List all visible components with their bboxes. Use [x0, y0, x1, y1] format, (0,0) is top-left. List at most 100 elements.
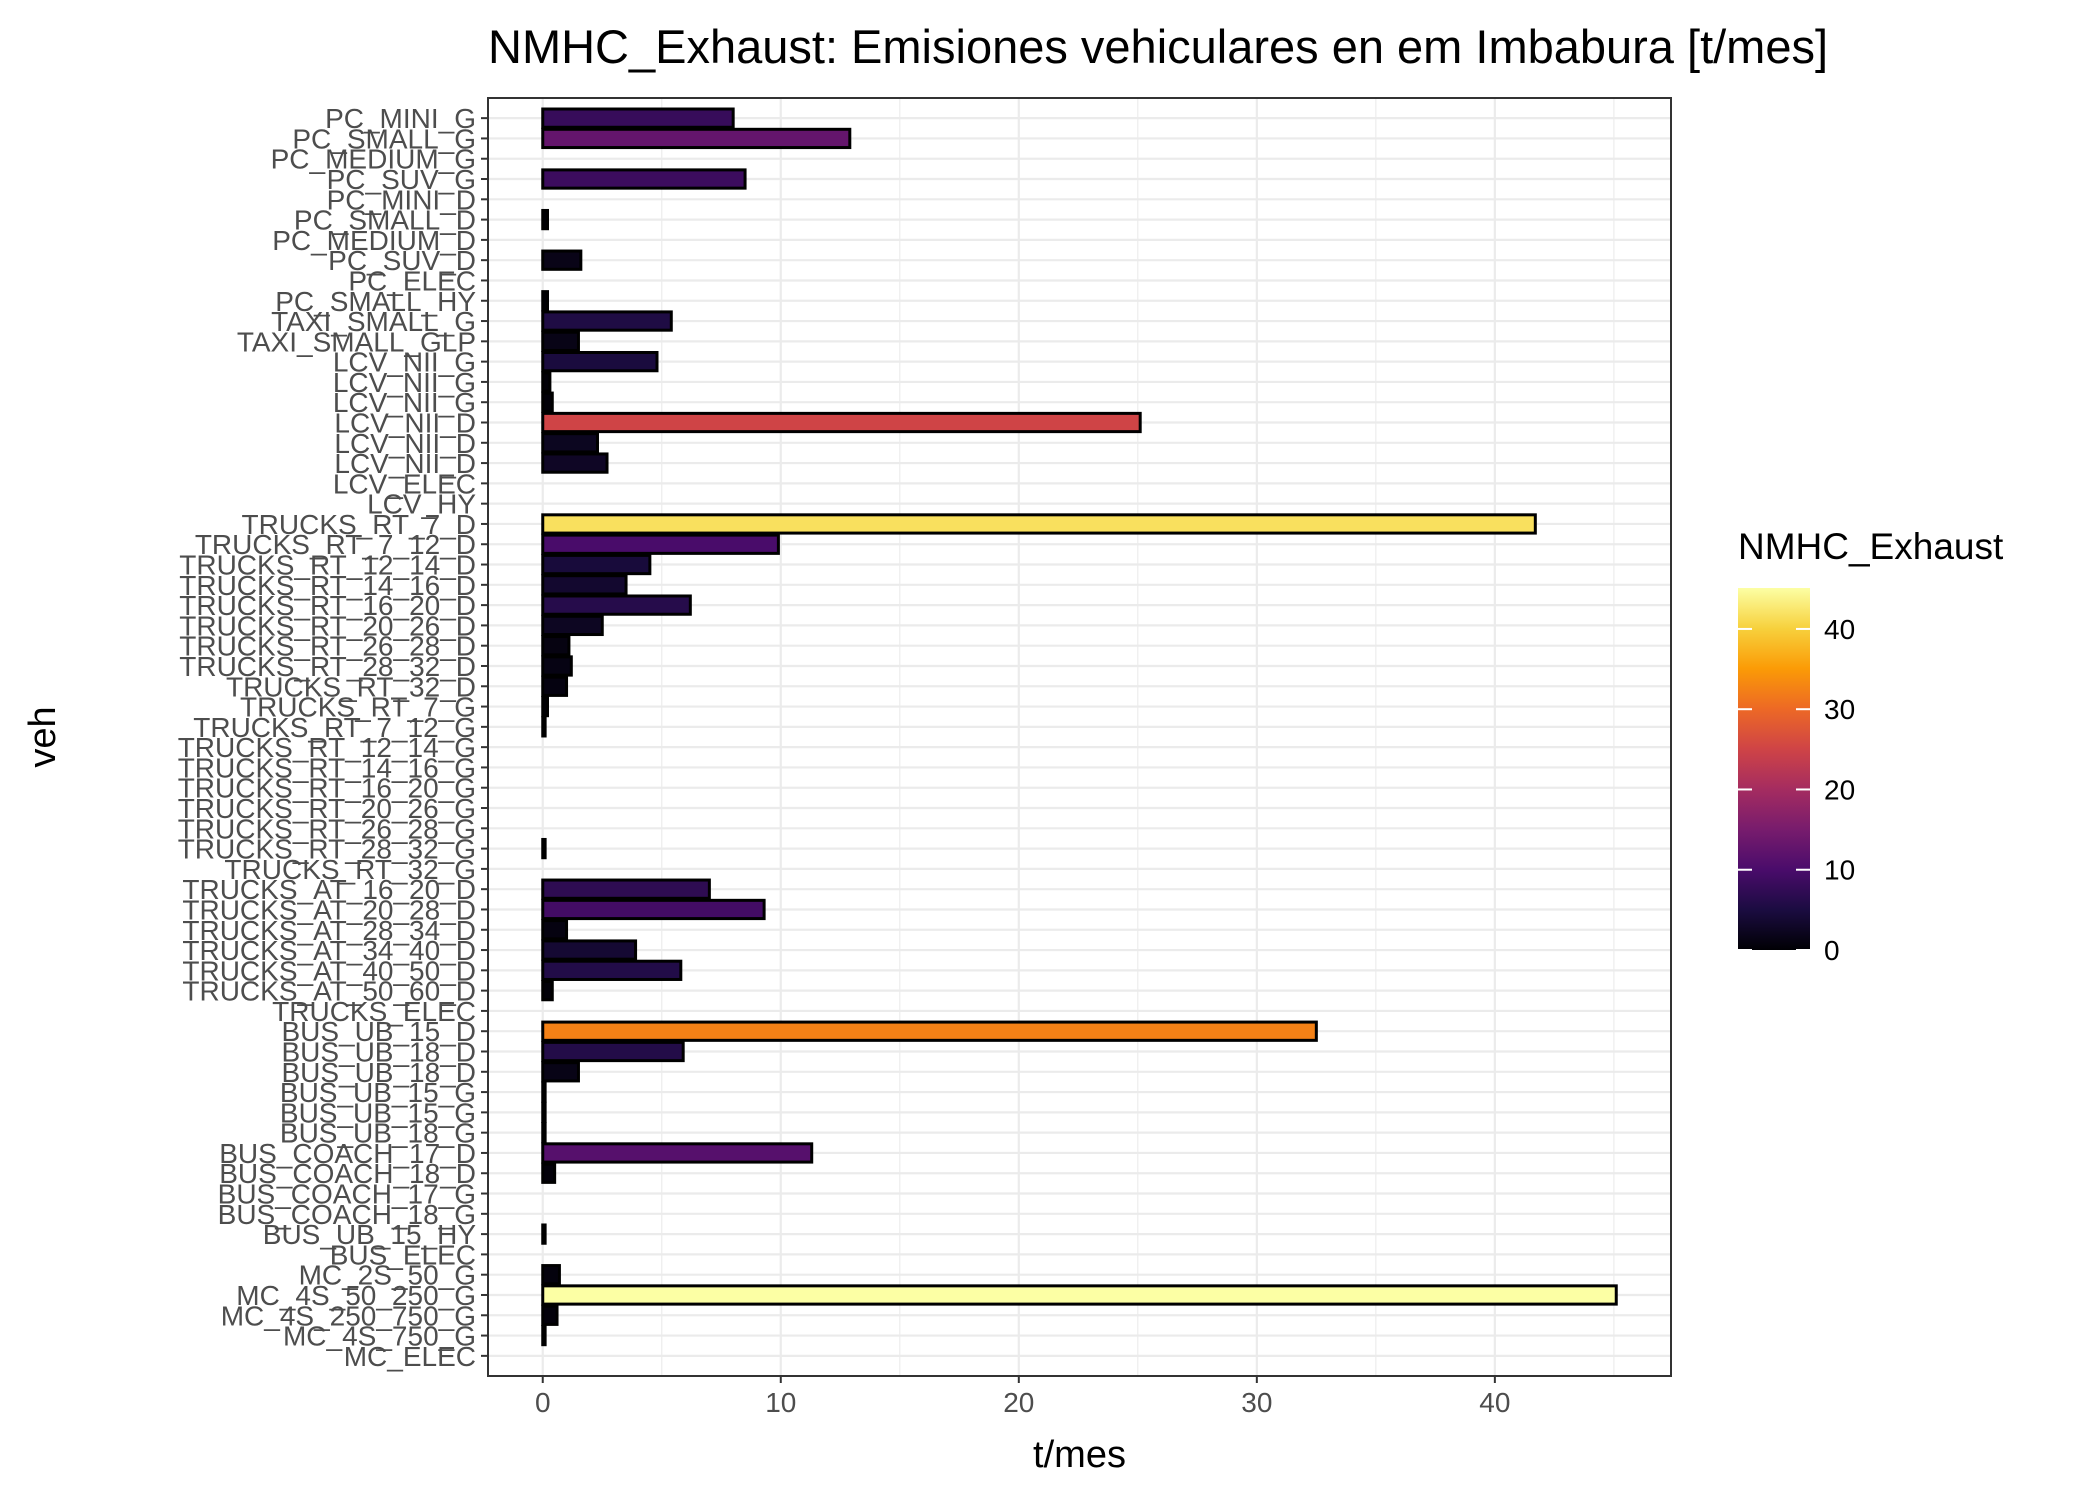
y-tick-label: TRUCKS_RT_20_26_G — [178, 793, 476, 824]
legend-tick-label: 20 — [1824, 774, 1855, 805]
y-tick-label: TRUCKS_RT_12_14_G — [178, 732, 476, 763]
x-axis-title: t/mes — [1033, 1434, 1126, 1476]
y-tick-label: MC_ELEC — [344, 1341, 476, 1372]
legend-tick-label: 40 — [1824, 614, 1855, 645]
y-tick-label: BUS_ELEC — [330, 1239, 476, 1270]
bar — [541, 1020, 1318, 1042]
bar — [541, 614, 604, 637]
bar — [541, 1223, 547, 1245]
plot-panel — [488, 98, 1671, 1376]
y-tick-label: BUS_UB_18_D — [281, 1057, 476, 1088]
bar — [541, 350, 659, 373]
bar — [541, 919, 569, 941]
y-tick-label: TAXI_SMALL_GLP — [237, 326, 476, 357]
bar — [541, 553, 652, 576]
bar — [541, 371, 552, 393]
bar — [541, 1264, 561, 1286]
bar — [541, 290, 550, 312]
bar — [541, 574, 628, 596]
bar — [541, 391, 554, 413]
bar — [541, 837, 547, 860]
y-tick-label: PC_SMALL_G — [292, 123, 476, 154]
y-tick-label: MC_4S_250_750_G — [221, 1300, 476, 1331]
y-tick-label: TRUCKS_RT_14_16_G — [178, 752, 476, 783]
bar — [541, 898, 766, 921]
y-tick-label: PC_SMALL_HY — [275, 286, 476, 317]
bar — [541, 675, 569, 697]
y-tick-label: LCV_NII_D — [334, 448, 476, 479]
x-tick-label: 10 — [765, 1387, 796, 1418]
plot-border — [487, 97, 1672, 1377]
bar — [541, 513, 1537, 535]
y-tick-label: TRUCKS_RT_32_D — [226, 671, 476, 702]
bar — [541, 878, 711, 900]
y-tick-label: LCV_ELEC — [333, 468, 476, 499]
y-tick-labels: PC_MINI_GPC_SMALL_GPC_MEDIUM_GPC_SUV_GPC… — [178, 103, 488, 1372]
y-tick-label: PC_SMALL_D — [294, 205, 476, 236]
y-tick-label: TRUCKS_RT_14_16_D — [179, 570, 476, 601]
chart-title: NMHC_Exhaust: Emisiones vehiculares en e… — [488, 20, 1828, 73]
y-tick-label: PC_MINI_D — [327, 184, 476, 215]
y-tick-label: TRUCKS_RT_7_G — [240, 692, 476, 723]
y-tick-label: LCV_HY — [367, 489, 476, 520]
bar — [541, 1061, 580, 1083]
bar — [541, 655, 573, 677]
y-tick-label: LCV_NII_D — [334, 428, 476, 459]
bar — [541, 695, 550, 718]
y-tick-label: BUS_UB_15_D — [281, 1016, 476, 1047]
bar — [541, 1324, 547, 1347]
y-tick-label: TRUCKS_RT_7_12_D — [195, 529, 476, 560]
y-tick-label: PC_MINI_G — [325, 103, 476, 134]
bar — [541, 635, 571, 657]
y-tick-label: TRUCKS_RT_12_14_D — [179, 550, 476, 581]
bar — [541, 959, 683, 981]
x-tick-label: 0 — [535, 1387, 551, 1418]
legend-colorbar — [1738, 588, 1810, 950]
bar — [541, 1040, 685, 1063]
bar — [541, 1284, 1618, 1306]
y-tick-label: PC_SUV_G — [327, 164, 476, 195]
y-tick-label: BUS_COACH_18_G — [218, 1199, 476, 1230]
y-tick-label: PC_MEDIUM_D — [272, 225, 476, 256]
bar — [541, 1101, 547, 1124]
y-tick-label: TRUCKS_AT_20_28_D — [182, 894, 476, 925]
y-tick-label: PC_ELEC — [348, 265, 476, 296]
y-tick-label: TRUCKS_RT_28_32_G — [178, 834, 476, 865]
y-tick-label: LCV_NII_G — [333, 347, 476, 378]
legend-tick-label: 30 — [1824, 694, 1855, 725]
y-tick-label: TAXI_SMALL_G — [271, 306, 476, 337]
bar — [541, 716, 547, 738]
x-tick-label: 40 — [1479, 1387, 1510, 1418]
y-tick-label: BUS_UB_15_HY — [263, 1219, 477, 1250]
bar — [541, 452, 609, 474]
bar — [541, 432, 599, 454]
y-tick-label: TRUCKS_AT_28_34_D — [182, 915, 476, 946]
bar — [541, 208, 550, 231]
y-tick-label: BUS_COACH_17_D — [219, 1138, 476, 1169]
y-tick-label: TRUCKS_RT_20_26_D — [179, 610, 476, 641]
y-tick-label: TRUCKS_RT_28_32_D — [179, 651, 476, 682]
legend: NMHC_Exhaust 0 10 20 30 40 — [1738, 526, 2004, 966]
y-tick-label: BUS_UB_15_G — [280, 1097, 476, 1128]
bar — [541, 127, 852, 150]
x-tick-labels: 0 10 20 30 40 — [535, 1376, 1510, 1418]
bar — [541, 1304, 559, 1326]
y-tick-label: TRUCKS_AT_16_20_D — [182, 874, 476, 905]
bar — [541, 533, 780, 555]
y-tick-label: BUS_UB_18_G — [280, 1118, 476, 1149]
y-tick-label: BUS_COACH_17_G — [218, 1179, 476, 1210]
bar — [541, 107, 735, 129]
bar — [541, 1081, 547, 1103]
bar — [541, 330, 580, 352]
y-axis-title: veh — [22, 706, 64, 767]
y-tick-label: LCV_NII_G — [333, 387, 476, 418]
y-tick-label: TRUCKS_AT_50_60_D — [182, 976, 476, 1007]
bar — [541, 979, 554, 1002]
y-tick-label: TRUCKS_RT_32_G — [224, 854, 476, 885]
y-tick-label: TRUCKS_RT_7_12_G — [193, 712, 476, 743]
y-tick-label: TRUCKS_RT_26_28_D — [179, 631, 476, 662]
bar — [541, 939, 638, 961]
y-tick-label: LCV_NII_D — [334, 408, 476, 439]
bars — [541, 107, 1618, 1347]
